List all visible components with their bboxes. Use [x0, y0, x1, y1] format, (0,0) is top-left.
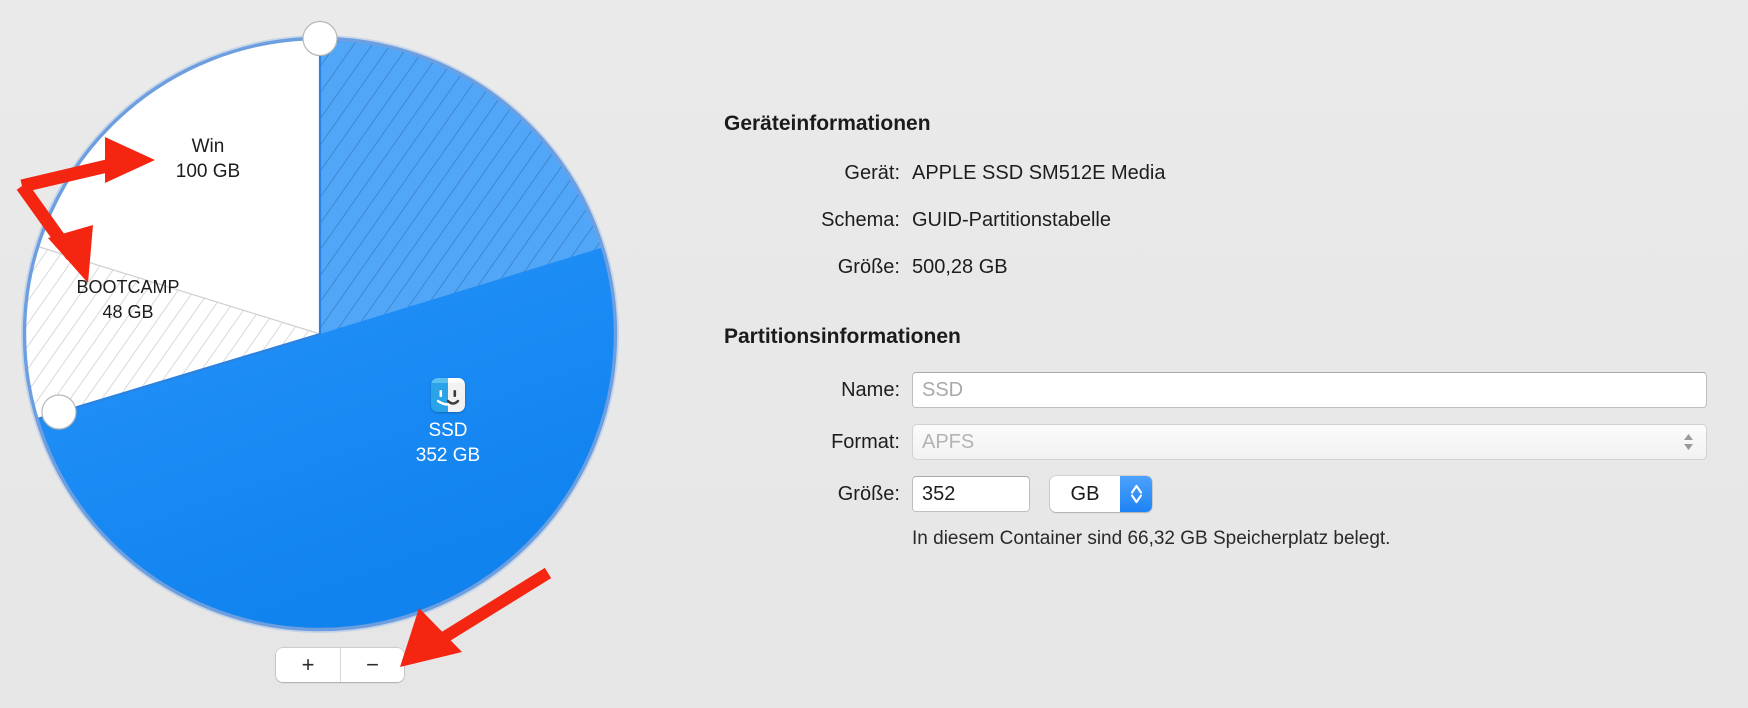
- partition-size-input[interactable]: 352: [912, 476, 1030, 512]
- pie-chart-svg: [21, 20, 619, 633]
- resize-handle-top[interactable]: [302, 20, 338, 57]
- partition-name-input[interactable]: SSD: [912, 372, 1707, 408]
- partition-name-label: Name:: [841, 379, 900, 401]
- remove-partition-button[interactable]: −: [340, 648, 404, 682]
- scheme-value: GUID-Partitionstabelle: [912, 209, 1111, 231]
- partition-info-title: Partitionsinformationen: [724, 325, 961, 348]
- partition-format-label: Format:: [831, 431, 900, 453]
- pie-free-space-hatch: [320, 39, 604, 334]
- info-panel: Geräteinformationen Gerät: APPLE SSD SM5…: [700, 0, 1748, 708]
- partition-format-value: APFS: [922, 431, 975, 453]
- device-size-value: 500,28 GB: [912, 256, 1008, 278]
- resize-handle-left[interactable]: [41, 394, 77, 430]
- partition-pie-chart[interactable]: Win 100 GB BOOTCAMP 48 GB SSD 352 GB +: [0, 0, 680, 708]
- container-usage-hint: In diesem Container sind 66,32 GB Speich…: [912, 528, 1391, 549]
- partition-format-row: Format: APFS: [700, 424, 1710, 460]
- partition-format-select[interactable]: APFS: [912, 424, 1707, 460]
- device-info-row-device: Gerät: APPLE SSD SM512E Media: [700, 158, 1710, 192]
- device-info-row-scheme: Schema: GUID-Partitionstabelle: [700, 205, 1710, 239]
- pie-slice-win[interactable]: [39, 38, 321, 335]
- device-label: Gerät:: [844, 162, 900, 184]
- pie-divider-left: [36, 332, 321, 421]
- partition-size-unit-select[interactable]: GB: [1050, 476, 1152, 512]
- partition-size-label: Größe:: [837, 483, 900, 505]
- partition-size-row: Größe: 352 GB: [700, 476, 1710, 512]
- partition-name-row: Name: SSD: [700, 372, 1710, 408]
- pie-slice-bootcamp[interactable]: [25, 247, 321, 420]
- device-info-title: Geräteinformationen: [724, 112, 931, 135]
- scheme-label: Schema:: [821, 209, 900, 231]
- add-partition-button[interactable]: +: [276, 648, 340, 682]
- device-info-row-size: Größe: 500,28 GB: [700, 252, 1710, 286]
- partition-add-remove-group[interactable]: + −: [276, 648, 404, 682]
- partition-size-unit-value: GB: [1070, 483, 1100, 505]
- chevron-updown-icon: [1682, 431, 1695, 453]
- device-value: APPLE SSD SM512E Media: [912, 162, 1166, 184]
- stepper-updown-icon[interactable]: [1120, 476, 1152, 512]
- device-size-label: Größe:: [837, 256, 900, 278]
